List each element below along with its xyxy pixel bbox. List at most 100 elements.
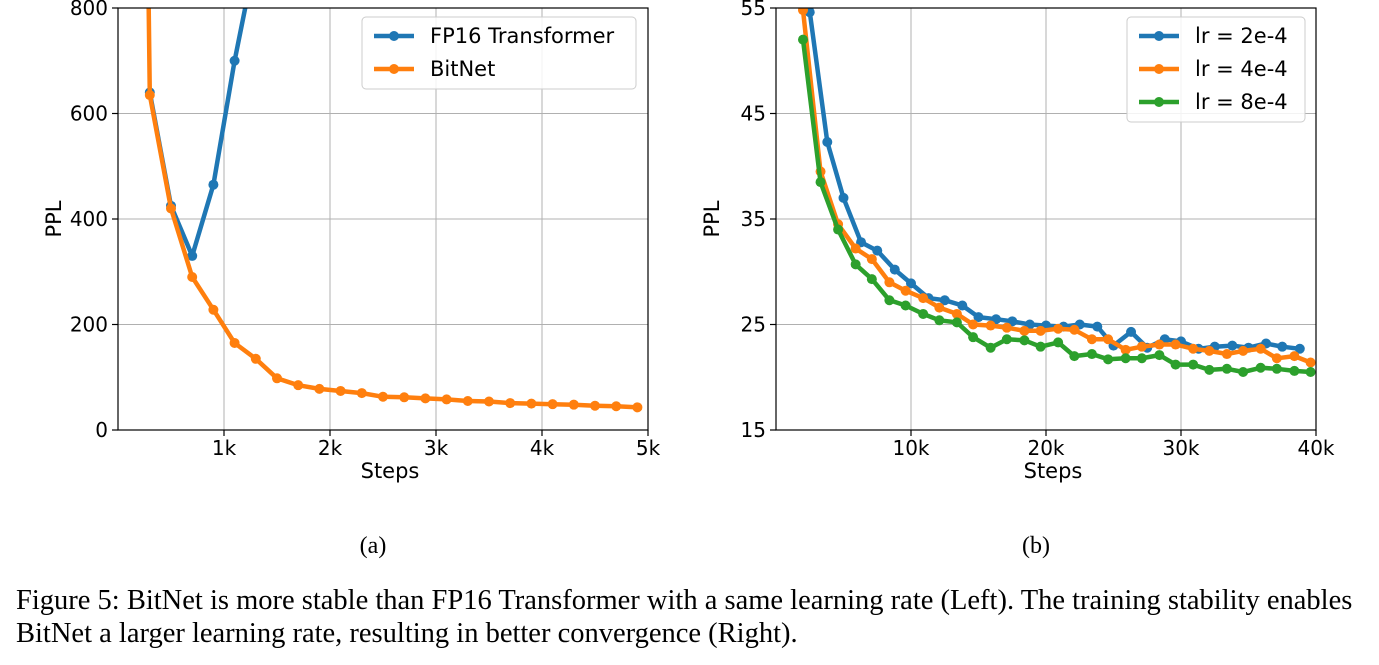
y-tick-label: 600 bbox=[70, 102, 108, 126]
data-point bbox=[547, 399, 558, 410]
data-point bbox=[1069, 351, 1080, 362]
x-tick-label: 5k bbox=[636, 436, 661, 460]
y-tick-label: 200 bbox=[70, 313, 108, 337]
data-point bbox=[420, 393, 431, 404]
data-point bbox=[798, 34, 808, 45]
series-2 bbox=[798, 34, 1316, 377]
data-point bbox=[1255, 343, 1266, 354]
data-point bbox=[1035, 341, 1046, 352]
data-point bbox=[957, 300, 968, 311]
data-point bbox=[900, 300, 911, 311]
data-point bbox=[906, 278, 916, 289]
data-point bbox=[1289, 365, 1300, 376]
data-point bbox=[850, 243, 861, 254]
data-point bbox=[968, 332, 979, 343]
data-point bbox=[918, 293, 929, 304]
data-point bbox=[144, 90, 155, 101]
data-point bbox=[632, 402, 643, 413]
data-point bbox=[884, 277, 895, 288]
data-point bbox=[1294, 343, 1305, 354]
data-point bbox=[505, 398, 516, 409]
data-point bbox=[229, 55, 240, 66]
y-tick-label: 15 bbox=[741, 418, 766, 442]
data-point bbox=[985, 342, 996, 353]
data-point bbox=[1289, 351, 1300, 362]
data-point bbox=[985, 320, 996, 331]
panel-label: (b) bbox=[1022, 533, 1050, 559]
x-axis-label: Steps bbox=[361, 459, 420, 483]
data-point bbox=[815, 177, 826, 188]
data-point bbox=[1221, 363, 1232, 374]
data-point bbox=[187, 272, 198, 283]
data-point bbox=[838, 192, 849, 203]
data-point bbox=[1019, 335, 1030, 346]
series-0 bbox=[144, 8, 248, 261]
data-point bbox=[1019, 325, 1030, 336]
data-point bbox=[568, 399, 579, 410]
data-point bbox=[951, 317, 962, 328]
data-point bbox=[1170, 339, 1181, 350]
data-point bbox=[208, 179, 219, 190]
data-point bbox=[1204, 345, 1215, 356]
data-point bbox=[1035, 325, 1046, 336]
data-point bbox=[611, 401, 622, 412]
data-point bbox=[968, 319, 979, 330]
panel-label: (a) bbox=[360, 533, 387, 559]
data-point bbox=[272, 373, 282, 384]
data-point bbox=[1001, 334, 1012, 345]
data-point bbox=[934, 315, 945, 326]
data-point bbox=[918, 308, 929, 319]
y-tick-label: 0 bbox=[95, 418, 108, 442]
y-tick-label: 55 bbox=[741, 0, 766, 20]
data-point bbox=[822, 136, 833, 147]
data-point bbox=[1120, 353, 1131, 364]
data-point bbox=[1136, 341, 1147, 352]
y-tick-label: 25 bbox=[741, 313, 766, 337]
data-point bbox=[850, 259, 861, 270]
legend-box bbox=[1126, 16, 1306, 123]
data-point bbox=[1238, 345, 1249, 356]
data-point bbox=[798, 8, 808, 16]
y-tick-label: 35 bbox=[741, 207, 766, 231]
data-point bbox=[1069, 324, 1080, 335]
data-point bbox=[1001, 322, 1012, 333]
data-point bbox=[1154, 339, 1165, 350]
legend-entry-label: lr = 8e-4 bbox=[1195, 90, 1288, 114]
legend-entry-label: BitNet bbox=[430, 57, 495, 81]
data-point bbox=[939, 295, 950, 306]
data-point bbox=[1103, 334, 1114, 345]
data-point bbox=[900, 285, 911, 296]
data-point bbox=[1170, 359, 1181, 370]
legend-entry-label: FP16 Transformer bbox=[430, 24, 615, 48]
data-point bbox=[399, 392, 410, 403]
data-point bbox=[356, 388, 367, 399]
data-point bbox=[1086, 334, 1097, 345]
data-point bbox=[526, 398, 537, 409]
figure-caption: Figure 5: BitNet is more stable than FP1… bbox=[16, 585, 1353, 649]
legend-box bbox=[361, 16, 637, 90]
x-tick-label: 40k bbox=[1297, 436, 1334, 460]
data-point bbox=[441, 394, 452, 405]
data-point bbox=[866, 254, 877, 265]
data-point bbox=[1086, 349, 1097, 360]
data-point bbox=[1136, 353, 1147, 364]
x-tick-label: 30k bbox=[1162, 436, 1199, 460]
x-tick-label: 4k bbox=[530, 436, 555, 460]
y-tick-label: 45 bbox=[741, 102, 766, 126]
data-point bbox=[378, 391, 388, 402]
data-point bbox=[208, 304, 219, 315]
data-point bbox=[1188, 343, 1199, 354]
data-point bbox=[1053, 323, 1064, 334]
legend-marker bbox=[389, 64, 399, 74]
series-1 bbox=[144, 8, 643, 413]
x-tick-label: 1k bbox=[212, 436, 237, 460]
x-tick-label: 10k bbox=[892, 436, 929, 460]
data-point bbox=[1053, 337, 1064, 348]
data-point bbox=[462, 395, 473, 406]
data-point bbox=[1120, 344, 1131, 355]
legend-marker bbox=[389, 31, 399, 41]
chart-panel-a: 1k 2k 3k 4k 5k 0 200 400 600 800 Steps PPL FP16 Tran… bbox=[42, 0, 661, 559]
y-tick-label: 800 bbox=[70, 0, 108, 20]
